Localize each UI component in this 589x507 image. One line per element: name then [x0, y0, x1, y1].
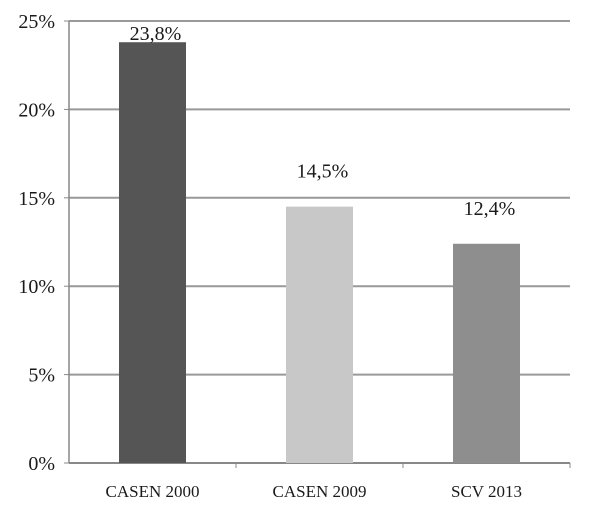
data-label: 23,8% — [130, 23, 182, 45]
y-tick-label: 0% — [28, 453, 55, 475]
x-category-label: SCV 2013 — [451, 482, 522, 501]
bar-1 — [119, 42, 186, 463]
x-category-label: CASEN 2000 — [106, 482, 200, 501]
data-label: 14,5% — [297, 161, 349, 183]
x-category-label: CASEN 2009 — [273, 482, 367, 501]
bar-3 — [453, 243, 520, 463]
bar-2 — [286, 206, 353, 463]
y-tick-label: 20% — [18, 99, 55, 121]
data-label: 12,4% — [464, 198, 516, 220]
y-tick-label: 5% — [28, 365, 55, 387]
y-tick-label: 25% — [18, 11, 55, 33]
labels: 0% 5% 10% 15% 20% 25% 23,8% CASEN 2000 14,5% CASE… — [18, 11, 522, 501]
bars — [119, 42, 520, 463]
y-tick-label: 10% — [18, 276, 55, 298]
y-tick-label: 15% — [18, 188, 55, 210]
